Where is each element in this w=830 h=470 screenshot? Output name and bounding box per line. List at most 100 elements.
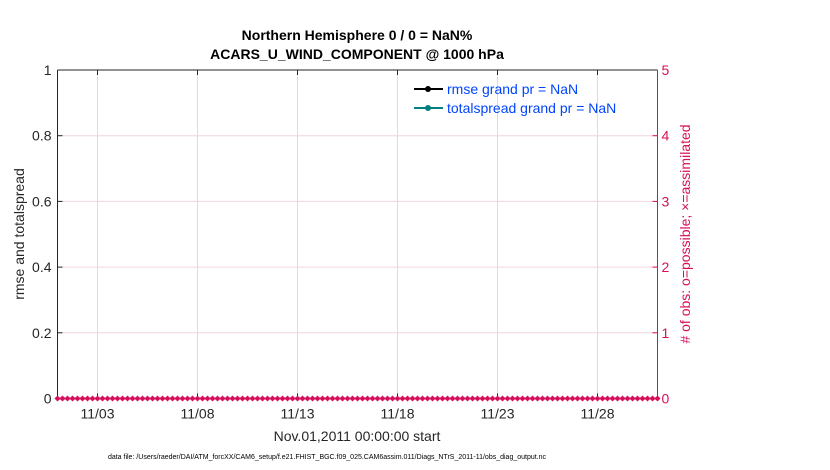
obs-count-marker (194, 395, 201, 402)
obs-count-marker (444, 395, 451, 402)
obs-count-marker (269, 395, 276, 402)
obs-count-marker (394, 395, 401, 402)
y2-tick-label: 1 (662, 325, 670, 341)
obs-count-marker (564, 395, 571, 402)
y2-tick-label: 3 (662, 193, 670, 209)
obs-count-marker (359, 395, 366, 402)
y2-tick-label: 0 (662, 391, 670, 407)
obs-count-marker (469, 395, 476, 402)
obs-count-marker (89, 395, 96, 402)
obs-count-marker (619, 395, 626, 402)
obs-count-marker (419, 395, 426, 402)
x-tick-label: 11/28 (581, 406, 615, 422)
x-tick-label: 11/08 (181, 406, 215, 422)
obs-count-marker (344, 395, 351, 402)
obs-count-marker (644, 395, 651, 402)
obs-count-marker (384, 395, 391, 402)
y-tick-label: 0 (44, 391, 52, 407)
footnote: data file: /Users/raeder/DAI/ATM_forcXX/… (108, 454, 547, 461)
obs-count-marker (104, 395, 111, 402)
obs-count-marker (339, 395, 346, 402)
obs-count-marker (189, 395, 196, 402)
obs-count-marker (584, 395, 591, 402)
obs-count-marker (239, 395, 246, 402)
obs-count-marker (64, 395, 71, 402)
obs-count-marker (164, 395, 171, 402)
obs-count-marker (334, 395, 341, 402)
obs-count-marker (579, 395, 586, 402)
obs-count-marker (589, 395, 596, 402)
obs-count-marker (599, 395, 606, 402)
obs-count-markers (54, 395, 661, 402)
obs-count-marker (639, 395, 646, 402)
obs-count-marker (354, 395, 361, 402)
obs-count-marker (409, 395, 416, 402)
y2-tick-label: 4 (662, 128, 670, 144)
axes: 11/03 11/08 11/13 11/18 11/23 11/28 0 0.2 0.4 0.6… (32, 62, 669, 422)
obs-count-marker (464, 395, 471, 402)
obs-count-marker (54, 395, 61, 402)
obs-count-marker (124, 395, 131, 402)
obs-count-marker (549, 395, 556, 402)
obs-count-marker (79, 395, 86, 402)
obs-count-marker (299, 395, 306, 402)
obs-count-marker (369, 395, 376, 402)
obs-count-marker (294, 395, 301, 402)
legend-marker-totalspread (425, 105, 431, 111)
obs-count-marker (629, 395, 636, 402)
obs-count-marker (204, 395, 211, 402)
x-tick-label: 11/18 (381, 406, 415, 422)
obs-count-marker (229, 395, 236, 402)
obs-count-marker (139, 395, 146, 402)
obs-count-marker (249, 395, 256, 402)
obs-count-marker (569, 395, 576, 402)
y2-tick-label: 5 (662, 62, 670, 78)
obs-count-marker (74, 395, 81, 402)
obs-count-marker (594, 395, 601, 402)
y-tick-label: 1 (44, 62, 52, 78)
obs-count-marker (244, 395, 251, 402)
obs-count-marker (59, 395, 66, 402)
legend-label-totalspread: totalspread grand pr = NaN (447, 100, 616, 116)
obs-count-marker (329, 395, 336, 402)
obs-count-marker (154, 395, 161, 402)
obs-count-marker (309, 395, 316, 402)
obs-count-marker (174, 395, 181, 402)
obs-count-marker (544, 395, 551, 402)
y-tick-label: 0.6 (32, 193, 52, 209)
obs-count-marker (429, 395, 436, 402)
obs-count-marker (234, 395, 241, 402)
obs-count-marker (279, 395, 286, 402)
obs-count-marker (604, 395, 611, 402)
obs-count-marker (264, 395, 271, 402)
obs-count-marker (559, 395, 566, 402)
obs-count-marker (159, 395, 166, 402)
obs-count-marker (144, 395, 151, 402)
grid (57, 70, 658, 399)
obs-count-marker (654, 395, 661, 402)
y-axis-label: rmse and totalspread (11, 168, 27, 300)
obs-count-marker (349, 395, 356, 402)
chart-title-line2: ACARS_U_WIND_COMPONENT @ 1000 hPa (210, 46, 504, 62)
obs-count-marker (84, 395, 91, 402)
x-tick-label: 11/03 (81, 406, 115, 422)
obs-count-marker (254, 395, 261, 402)
obs-count-marker (184, 395, 191, 402)
obs-count-marker (289, 395, 296, 402)
obs-count-marker (519, 395, 526, 402)
obs-count-marker (209, 395, 216, 402)
obs-count-marker (99, 395, 106, 402)
obs-count-marker (494, 395, 501, 402)
obs-count-marker (109, 395, 116, 402)
obs-count-marker (134, 395, 141, 402)
legend-marker-rmse (425, 86, 431, 92)
y-tick-label: 0.2 (32, 325, 52, 341)
obs-count-marker (624, 395, 631, 402)
obs-count-marker (504, 395, 511, 402)
y-tick-label: 0.8 (32, 128, 52, 144)
obs-count-marker (169, 395, 176, 402)
obs-count-marker (634, 395, 641, 402)
x-tick-label: 11/13 (281, 406, 315, 422)
legend: rmse grand pr = NaN totalspread grand pr… (414, 81, 616, 116)
